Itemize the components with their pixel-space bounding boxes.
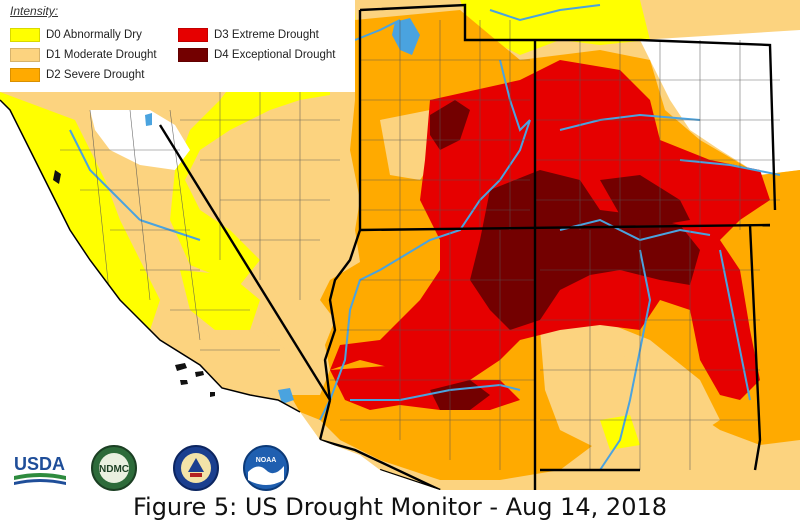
no-drought-ne: [640, 30, 800, 175]
legend-label-d2: D2 Severe Drought: [46, 69, 145, 81]
channel-islands: [175, 363, 215, 397]
agency-logos: USDA NDMC NOAA: [10, 444, 310, 492]
drought-layer: [0, 0, 800, 490]
legend-item-d4: D4 Exceptional Drought: [178, 46, 335, 64]
no-drought-ca: [90, 110, 190, 170]
legend-item-d2: D2 Severe Drought: [10, 66, 144, 84]
lake-tahoe: [145, 113, 152, 126]
d0-area-socal: [180, 270, 260, 330]
usda-logo-text: USDA: [14, 454, 65, 474]
doc-seal-logo: [173, 445, 219, 491]
legend: Intensity: D0 Abnormally Dry D1 Moderate…: [0, 0, 355, 92]
legend-label-d3: D3 Extreme Drought: [214, 29, 319, 41]
san-francisco-bay: [53, 170, 61, 184]
legend-item-d0: D0 Abnormally Dry: [10, 26, 142, 44]
legend-swatch-d1: [10, 48, 40, 62]
d1-patch-az: [200, 330, 300, 395]
usda-logo: USDA: [14, 454, 66, 485]
yellowstone: [489, 4, 601, 22]
legend-item-d3: D3 Extreme Drought: [178, 26, 319, 44]
noaa-logo: NOAA: [243, 445, 289, 491]
legend-swatch-d0: [10, 28, 40, 42]
ndmc-logo-text: NDMC: [99, 464, 129, 475]
salton-sea: [278, 388, 294, 404]
legend-title: Intensity:: [10, 4, 59, 18]
colorado-river: [319, 119, 531, 421]
legend-swatch-d3: [178, 28, 208, 42]
legend-label-d0: D0 Abnormally Dry: [46, 29, 142, 41]
state-borders: [158, 3, 777, 490]
legend-item-d1: D1 Moderate Drought: [10, 46, 157, 64]
legend-label-d4: D4 Exceptional Drought: [214, 49, 336, 61]
snake-river: [354, 19, 401, 41]
legend-label-d1: D1 Moderate Drought: [46, 49, 157, 61]
pecos-river: [719, 249, 751, 401]
noaa-logo-text: NOAA: [256, 457, 277, 464]
green-river: [499, 59, 531, 132]
d0-patch-nm: [600, 415, 640, 450]
great-salt-lake: [392, 18, 420, 55]
arkansas-river: [679, 159, 781, 176]
ndmc-logo: NDMC: [91, 445, 137, 491]
d0-area-north: [460, 0, 650, 55]
rio-grande: [599, 249, 652, 471]
figure-caption: Figure 5: US Drought Monitor - Aug 14, 2…: [132, 493, 668, 521]
legend-swatch-d2: [10, 68, 40, 82]
drought-map: [0, 0, 800, 490]
coastline: [0, 99, 301, 413]
legend-swatch-d4: [178, 48, 208, 62]
